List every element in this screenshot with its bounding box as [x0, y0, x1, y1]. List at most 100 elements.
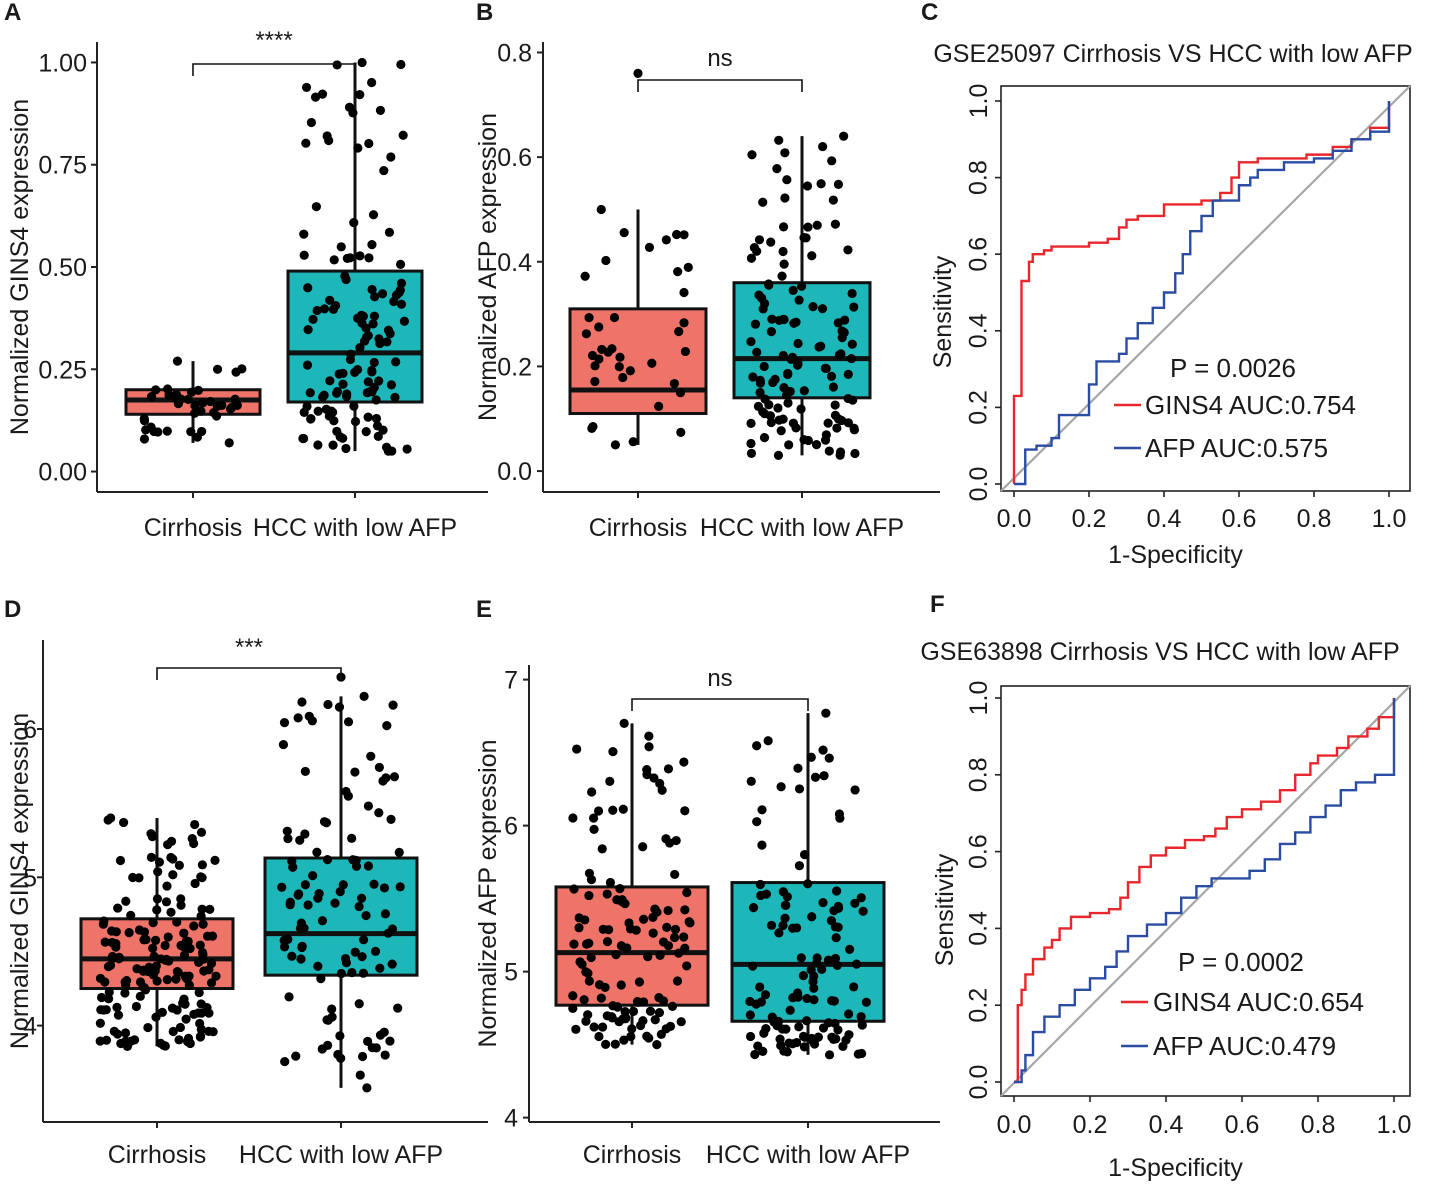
panel-label: D: [4, 596, 21, 623]
data-point: [778, 920, 788, 931]
data-point: [661, 235, 671, 245]
data-point: [301, 138, 311, 148]
data-point: [745, 1010, 755, 1020]
data-point: [767, 314, 777, 324]
data-point: [196, 999, 206, 1009]
data-point: [391, 357, 401, 367]
data-point: [644, 731, 654, 741]
data-point: [186, 427, 196, 437]
data-point: [755, 387, 765, 398]
data-point: [303, 283, 313, 293]
data-point: [131, 1001, 141, 1012]
plot-frame: [1000, 85, 1411, 492]
data-point: [622, 943, 632, 953]
data-point: [817, 964, 827, 974]
data-point: [174, 1035, 184, 1045]
data-point: [291, 1051, 301, 1061]
data-point: [129, 1035, 140, 1045]
data-point: [628, 437, 638, 447]
x-category-label: Cirrhosis: [583, 1141, 682, 1169]
data-point: [589, 824, 599, 834]
data-point: [119, 817, 129, 828]
data-point: [332, 60, 342, 70]
data-point: [100, 937, 110, 947]
data-point: [766, 327, 776, 337]
data-point: [773, 403, 783, 413]
data-point: [352, 365, 363, 375]
data-point: [661, 834, 671, 844]
x-category-label: HCC with low AFP: [253, 514, 457, 542]
data-point: [103, 815, 113, 825]
data-point: [168, 870, 178, 880]
data-point: [675, 388, 686, 398]
data-point: [367, 284, 377, 295]
y-tick-label: 1.0: [965, 84, 993, 119]
data-point: [778, 887, 788, 897]
data-point: [778, 222, 789, 232]
data-point: [147, 832, 157, 842]
data-point: [99, 916, 109, 926]
y-tick-label: 0.2: [965, 988, 993, 1023]
data-point: [781, 900, 791, 911]
x-tick-label: 0.8: [1297, 505, 1332, 533]
data-point: [619, 228, 629, 238]
data-point: [330, 898, 340, 908]
data-point: [197, 860, 208, 870]
data-point: [126, 910, 136, 920]
data-point: [396, 278, 407, 288]
data-point: [583, 968, 593, 978]
data-point: [850, 785, 860, 795]
data-point: [364, 138, 374, 149]
data-point: [617, 896, 627, 907]
data-point: [300, 880, 310, 890]
data-point: [782, 175, 792, 185]
data-point: [347, 967, 357, 978]
data-point: [183, 1033, 194, 1044]
data-point: [665, 1021, 676, 1031]
data-point: [745, 996, 755, 1007]
data-point: [746, 448, 757, 458]
data-point: [821, 708, 831, 718]
data-point: [851, 959, 862, 969]
data-point: [189, 921, 199, 931]
data-point: [680, 905, 690, 915]
y-tick-label: 6: [504, 813, 518, 841]
data-point: [379, 165, 389, 176]
data-point: [839, 131, 849, 141]
data-point: [802, 181, 813, 191]
data-point: [778, 314, 789, 325]
data-point: [305, 388, 315, 398]
y-tick-label: 0.6: [965, 237, 993, 272]
data-point: [347, 833, 357, 843]
data-point: [382, 337, 392, 347]
data-point: [612, 1002, 623, 1012]
data-point: [638, 842, 648, 852]
data-point: [619, 1035, 629, 1045]
data-point: [166, 836, 177, 846]
data-point: [674, 948, 684, 958]
data-points: [745, 708, 871, 1060]
data-point: [340, 953, 351, 964]
data-point: [164, 956, 174, 966]
data-point: [676, 427, 686, 437]
data-point: [230, 394, 240, 404]
data-point: [654, 1008, 665, 1018]
data-point: [616, 980, 626, 990]
data-point: [302, 360, 313, 370]
data-point: [319, 817, 330, 827]
data-point: [308, 314, 318, 324]
data-point: [654, 993, 664, 1003]
data-point: [356, 893, 367, 903]
data-point: [619, 718, 629, 729]
data-point: [95, 1018, 105, 1028]
legend-label-afp: AFP AUC:0.479: [1153, 1031, 1336, 1061]
data-point: [96, 992, 107, 1003]
data-point: [792, 923, 802, 933]
data-point: [389, 296, 399, 307]
data-point: [313, 961, 323, 971]
data-point: [832, 960, 842, 971]
data-point: [766, 417, 776, 428]
data-point: [755, 375, 765, 385]
data-point: [279, 942, 290, 952]
data-point: [584, 938, 594, 948]
